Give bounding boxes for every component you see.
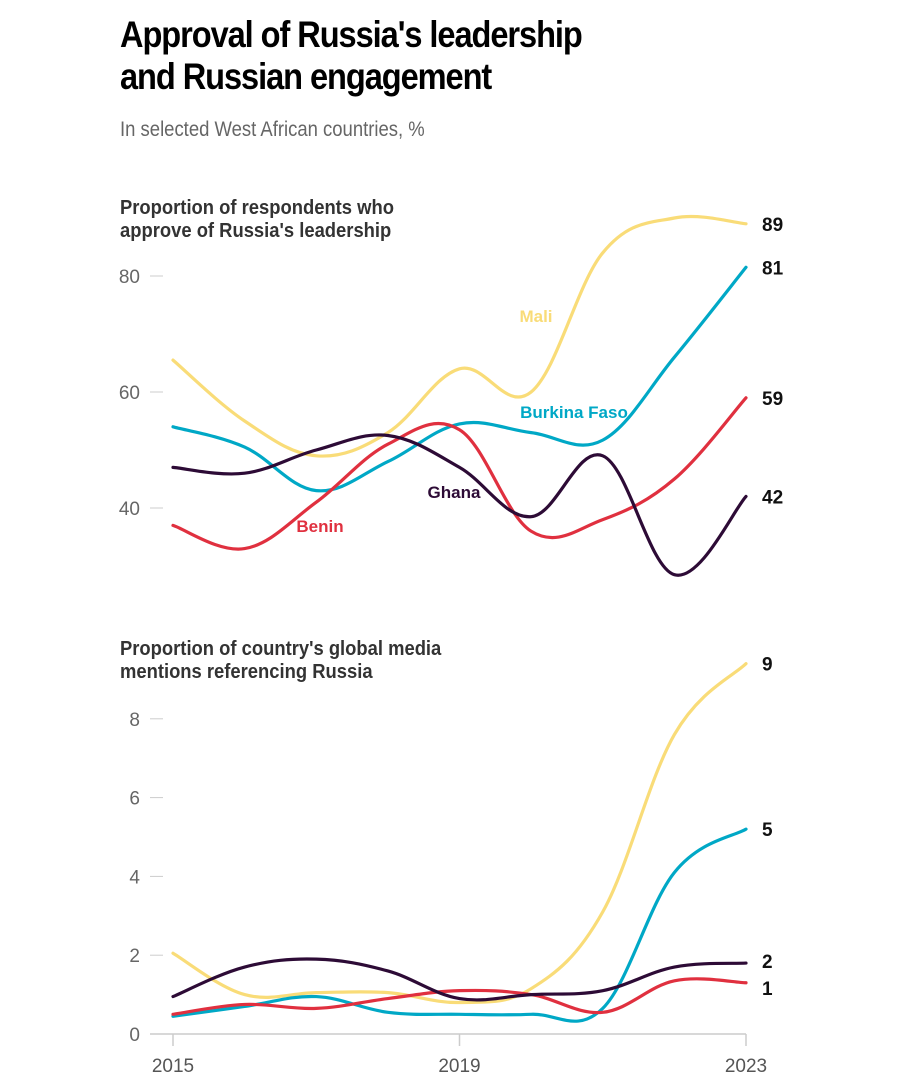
y-tick-label: 60 — [119, 383, 140, 404]
end-value-label: 2 — [762, 952, 773, 973]
panel-2-title: Proportion of country's global media men… — [120, 638, 441, 684]
end-value-label: 42 — [762, 487, 783, 508]
end-value-label: 89 — [762, 215, 783, 236]
panel-1-title-line-1: Proportion of respondents who — [120, 197, 394, 219]
end-value-label: 59 — [762, 389, 783, 410]
y-tick-label: 40 — [119, 499, 140, 520]
series-label: Burkina Faso — [520, 403, 628, 422]
title-line-2: and Russian engagement — [120, 56, 492, 97]
series-label: Ghana — [428, 483, 481, 502]
series-line-series-3 — [171, 957, 748, 1002]
series-line-burkina-faso — [171, 265, 748, 493]
y-tick-label: 8 — [129, 710, 140, 731]
end-value-label: 81 — [762, 258, 784, 279]
series-label: Benin — [296, 517, 343, 536]
series-line-benin — [171, 396, 748, 551]
end-value-label: 1 — [762, 979, 773, 1000]
series-line-series-2 — [171, 977, 748, 1016]
y-tick-label: 6 — [129, 789, 140, 810]
page-title: Approval of Russia's leadership and Russ… — [120, 14, 583, 98]
y-tick-label: 4 — [129, 867, 140, 888]
x-tick-label: 2015 — [152, 1056, 194, 1077]
panel-1-title-line-2: approve of Russia's leadership — [120, 220, 392, 242]
panel-2-title-line-2: mentions referencing Russia — [120, 661, 373, 683]
y-tick-label: 2 — [129, 946, 140, 967]
series-label: Mali — [519, 307, 552, 326]
subtitle: In selected West African countries, % — [120, 118, 425, 141]
panel-1-title: Proportion of respondents who approve of… — [120, 197, 394, 243]
series-line-mali — [171, 214, 748, 458]
series-line-series-1 — [171, 827, 748, 1023]
x-tick-label: 2019 — [438, 1056, 480, 1077]
y-tick-label: 80 — [119, 267, 140, 288]
y-tick-label: 0 — [129, 1025, 140, 1046]
series-line-series-0 — [171, 662, 748, 1005]
x-tick-label: 2023 — [725, 1056, 767, 1077]
panel-2-title-line-1: Proportion of country's global media — [120, 638, 442, 660]
end-value-label: 9 — [762, 655, 773, 676]
title-line-1: Approval of Russia's leadership — [120, 14, 583, 55]
series-line-ghana — [171, 433, 748, 577]
end-value-label: 5 — [762, 820, 773, 841]
